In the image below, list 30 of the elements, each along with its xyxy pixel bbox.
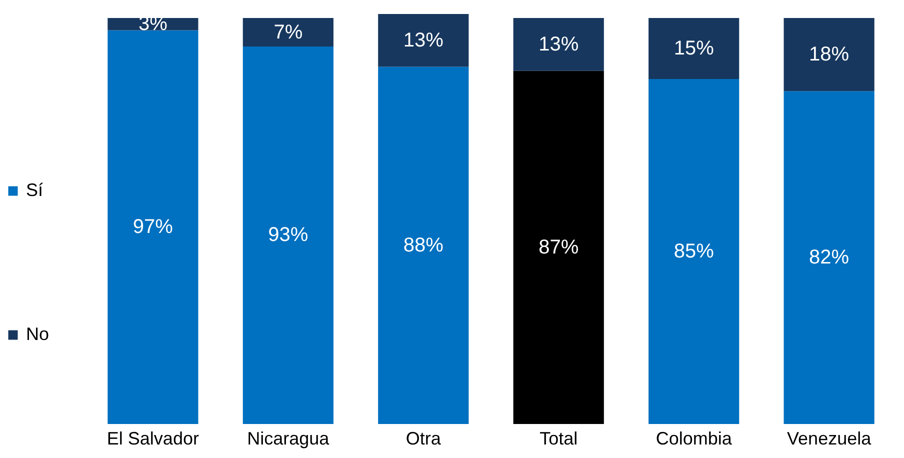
data-label: 85% — [674, 240, 714, 262]
bar — [242, 18, 334, 46]
x-tick-label: Colombia — [656, 428, 733, 448]
bar — [513, 18, 604, 71]
data-label: 13% — [538, 33, 579, 56]
bar — [242, 46, 334, 424]
data-label: 93% — [268, 224, 308, 246]
x-tick-label: Nicaragua — [247, 428, 330, 448]
data-label: 15% — [674, 38, 714, 60]
bar — [784, 18, 874, 92]
bar — [513, 70, 604, 424]
legend-label: No — [26, 324, 50, 344]
x-tick-label: Venezuela — [787, 428, 872, 448]
data-label: 7% — [274, 21, 303, 44]
data-label: 13% — [403, 29, 444, 52]
bar — [108, 30, 198, 424]
bar — [648, 78, 740, 424]
bar — [378, 14, 469, 67]
data-label: 82% — [809, 246, 850, 269]
x-tick-label: El Salvador — [106, 428, 199, 448]
bar — [648, 18, 740, 79]
data-label: 18% — [809, 44, 850, 66]
data-label: 88% — [403, 234, 444, 256]
legend-label: Sí — [26, 180, 44, 200]
data-label: 97% — [132, 216, 174, 238]
bar — [784, 91, 874, 424]
bar — [378, 66, 469, 424]
data-label: 87% — [538, 236, 579, 258]
x-tick-label: Otra — [406, 428, 442, 448]
x-tick-label: Total — [540, 428, 578, 448]
